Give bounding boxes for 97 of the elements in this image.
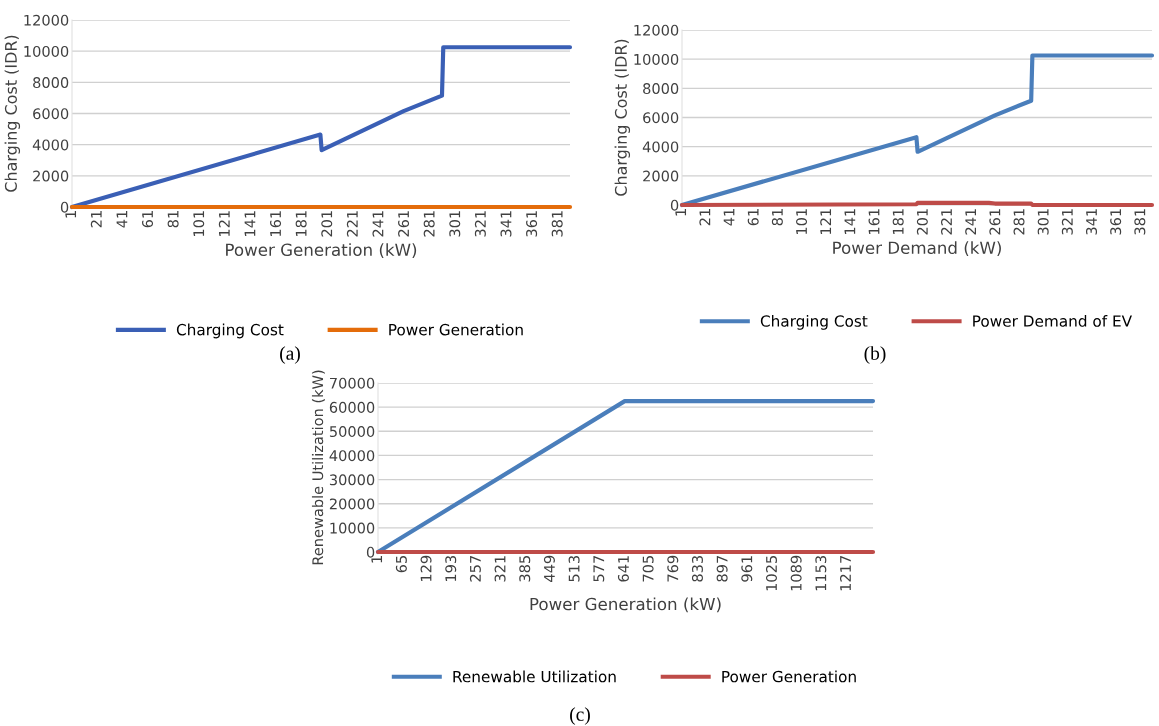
y-tick-label: 0 [60,201,69,213]
x-tick-label: 385 [519,556,531,582]
x-axis-title: Power Demand (kW) [833,241,1001,257]
y-axis-title: Charging Cost (IDR) [4,35,21,192]
x-tick-label: 221 [346,211,358,237]
x-tick-label: 1 [371,556,383,563]
x-tick-label: 181 [295,211,307,237]
y-axis-title: Charging Cost (IDR) [614,39,631,196]
x-tick-label: 897 [716,556,728,582]
x-tick-label: 201 [916,209,928,235]
x-tick-label: 161 [868,209,880,235]
x-tick-label: 1 [65,211,77,218]
x-tick-label: 61 [142,211,154,228]
x-tick-label: 1153 [815,555,827,591]
x-tick-label: 1089 [790,555,802,591]
x-tick-label: 65 [395,556,407,573]
y-tick-label: 10000 [24,45,69,57]
x-tick-label: 513 [568,555,580,582]
y-tick-label: 12000 [24,14,69,26]
y-tick-label: 30000 [329,474,375,486]
x-tick-label: 261 [398,211,410,237]
x-tick-label: 341 [500,211,512,237]
x-tick-label: 361 [1110,209,1122,235]
y-tick-label: 10000 [634,53,679,65]
legend-label: Renewable Utilization [453,670,616,683]
text: (a) [280,346,300,364]
y-tick-label: 2000 [33,170,69,182]
x-tick-label: 1025 [765,556,777,591]
x-tick-label: 41 [723,209,735,226]
legend-label: Charging Cost [760,315,868,330]
x-tick-label: 833 [691,555,703,582]
x-tick-label: 21 [699,209,711,226]
x-tick-label: 141 [244,211,256,237]
y-axis-title: Renewable Utilization (kW) [311,370,325,565]
legend-label: Power Generation [722,670,856,683]
legend-label: Power Demand of EV [973,315,1132,327]
y-tick-label: 6000 [33,108,69,120]
x-tick-label: 101 [193,211,205,237]
x-tick-label: 41 [116,211,128,228]
x-tick-label: 241 [372,211,384,237]
y-tick-label: 12000 [634,24,679,36]
x-tick-label: 261 [989,209,1001,235]
y-tick-label: 6000 [643,112,679,124]
x-tick-label: 381 [1134,209,1146,235]
y-tick-label: 50000 [329,426,375,438]
x-tick-label: 577 [593,556,605,582]
legend-label: Power Generation [389,323,523,336]
x-tick-label: 201 [321,211,333,237]
x-tick-label: 21 [90,211,102,228]
y-tick-label: 2000 [643,170,679,182]
x-tick-label: 257 [469,556,481,582]
x-tick-label: 121 [820,209,832,235]
x-tick-label: 281 [423,211,435,237]
x-tick-label: 641 [617,556,629,582]
x-tick-label: 381 [551,211,563,237]
x-tick-label: 1 [675,209,687,216]
x-tick-label: 193 [445,555,457,582]
y-tick-label: 70000 [330,377,375,389]
y-tick-label: 20000 [329,498,375,510]
y-tick-label: 8000 [643,83,679,95]
x-tick-label: 181 [892,209,904,235]
x-tick-label: 129 [420,555,432,582]
x-axis-title: Power Generation (kW) [530,597,721,613]
x-axis-title: Power Generation (kW) [226,243,417,259]
x-tick-label: 321 [474,211,486,237]
x-tick-label: 61 [747,209,759,226]
x-tick-label: 161 [270,211,282,237]
y-tick-label: 4000 [642,141,679,153]
x-tick-label: 281 [1013,209,1025,235]
y-tick-label: 4000 [32,139,69,151]
text: (b) [864,346,886,364]
x-tick-label: 341 [1086,209,1098,235]
x-tick-label: 301 [1037,209,1049,235]
x-tick-label: 1217 [839,556,851,591]
text: (c) [570,707,590,725]
x-tick-label: 241 [965,209,976,235]
y-tick-label: 8000 [33,77,69,89]
x-tick-label: 101 [796,209,808,235]
x-tick-label: 961 [741,556,753,582]
x-tick-label: 705 [642,556,654,582]
x-tick-label: 301 [449,211,461,237]
y-tick-label: 60000 [329,401,375,413]
x-tick-label: 321 [1061,209,1073,235]
x-tick-label: 361 [526,211,538,237]
x-tick-label: 141 [844,209,856,235]
y-tick-label: 40000 [329,450,375,462]
x-tick-label: 121 [218,211,230,237]
y-tick-label: 0 [670,199,679,211]
y-tick-label: 10000 [330,522,375,534]
x-tick-label: 81 [167,211,179,228]
x-tick-label: 81 [771,209,783,226]
y-tick-label: 0 [366,546,375,558]
x-tick-label: 449 [543,555,555,582]
x-tick-label: 221 [941,209,952,235]
x-tick-label: 769 [667,555,679,582]
x-tick-label: 321 [494,556,506,582]
legend-label: Charging Cost [176,323,284,339]
